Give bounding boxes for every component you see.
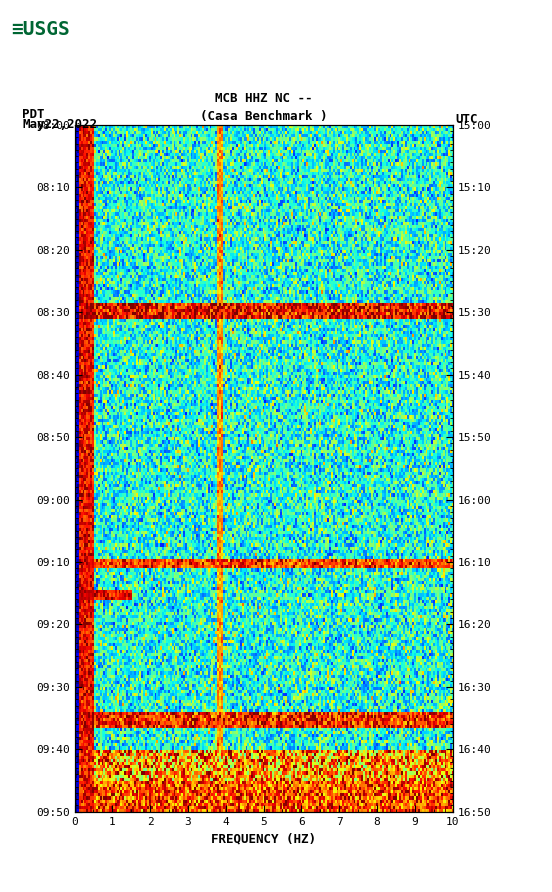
Text: PDT: PDT <box>22 108 45 120</box>
X-axis label: FREQUENCY (HZ): FREQUENCY (HZ) <box>211 832 316 845</box>
Text: MCB HHZ NC --: MCB HHZ NC -- <box>215 92 312 105</box>
Text: ≡USGS: ≡USGS <box>11 20 70 38</box>
Text: May22,2022: May22,2022 <box>22 119 97 131</box>
Text: (Casa Benchmark ): (Casa Benchmark ) <box>200 110 327 123</box>
Text: UTC: UTC <box>455 113 478 126</box>
